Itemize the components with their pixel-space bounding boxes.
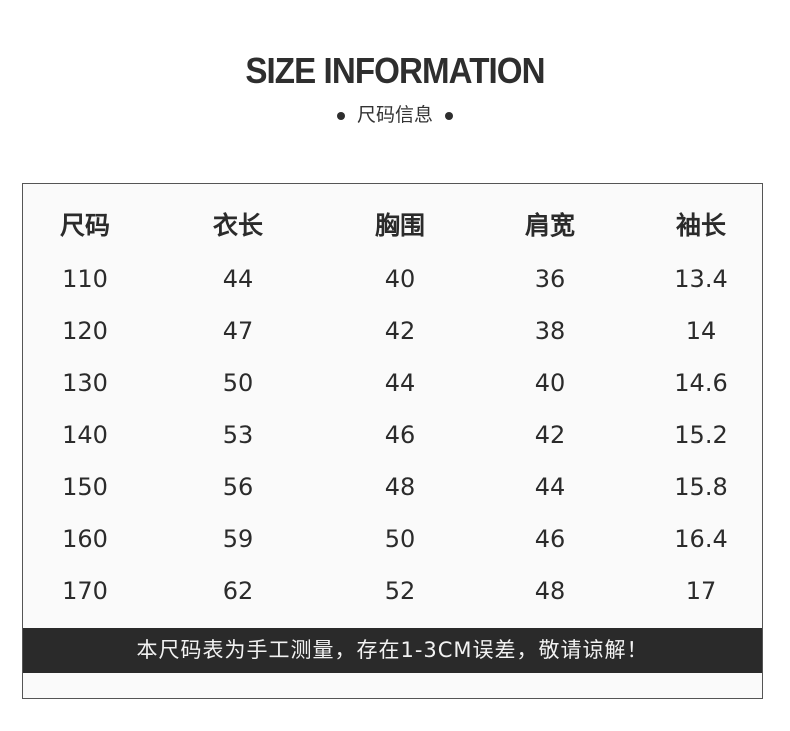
table-cell: 42: [384, 317, 416, 345]
table-cell: 14.6: [674, 369, 728, 397]
table-cell: 59: [222, 525, 254, 553]
column-header: 胸围: [374, 211, 425, 240]
table-cell: 44: [384, 369, 416, 397]
page-title: SIZE INFORMATION: [245, 50, 545, 91]
column-header: 肩宽: [524, 211, 575, 240]
table-cell: 42: [534, 421, 566, 449]
table-cell: 130: [62, 369, 108, 397]
table-row: 110 44 40 36 13.4: [23, 259, 762, 299]
table-cell: 120: [62, 317, 108, 345]
table-cell: 40: [384, 265, 416, 293]
table-cell: 15.8: [674, 473, 728, 501]
table-row: 160 59 50 46 16.4: [23, 519, 762, 559]
table-header: 尺码 衣长 胸围 肩宽 袖长: [23, 206, 762, 246]
table-cell: 15.2: [674, 421, 728, 449]
table-cell: 110: [62, 265, 108, 293]
table-cell: 50: [222, 369, 254, 397]
bullet-icon: [336, 111, 345, 120]
column-header: 衣长: [212, 211, 263, 240]
table-cell: 150: [62, 473, 108, 501]
table-cell: 140: [62, 421, 108, 449]
column-header: 袖长: [675, 211, 726, 240]
table-cell: 52: [384, 577, 416, 605]
subtitle: 尺码信息: [0, 100, 790, 127]
table-cell: 47: [222, 317, 254, 345]
table-cell: 46: [384, 421, 416, 449]
table-cell: 13.4: [674, 265, 728, 293]
size-table: 本尺码表为手工测量，存在1-3CM误差，敬请谅解！ 尺码 衣长 胸围 肩宽 袖长 110 4…: [22, 183, 763, 699]
table-cell: 48: [384, 473, 416, 501]
table-cell: 48: [534, 577, 566, 605]
table-cell: 46: [534, 525, 566, 553]
table-cell: 56: [222, 473, 254, 501]
measurement-note: 本尺码表为手工测量，存在1-3CM误差，敬请谅解！: [23, 628, 762, 673]
table-cell: 36: [534, 265, 566, 293]
table-cell: 160: [62, 525, 108, 553]
table-row: 140 53 46 42 15.2: [23, 415, 762, 455]
table-row: 150 56 48 44 15.8: [23, 467, 762, 507]
table-cell: 53: [222, 421, 254, 449]
table-cell: 44: [534, 473, 566, 501]
subtitle-text: 尺码信息: [356, 104, 433, 126]
table-row: 120 47 42 38 14: [23, 311, 762, 351]
bullet-icon: [445, 111, 453, 120]
table-row: 170 62 52 48 17: [23, 571, 762, 611]
table-cell: 14: [685, 317, 717, 345]
table-cell: 40: [534, 369, 566, 397]
table-cell: 38: [534, 317, 566, 345]
table-cell: 16.4: [674, 525, 728, 553]
table-cell: 44: [222, 265, 254, 293]
table-cell: 17: [685, 577, 717, 605]
table-row: 130 50 44 40 14.6: [23, 363, 762, 403]
table-cell: 50: [384, 525, 416, 553]
table-cell: 170: [62, 577, 108, 605]
column-header: 尺码: [59, 211, 110, 240]
table-cell: 62: [222, 577, 254, 605]
